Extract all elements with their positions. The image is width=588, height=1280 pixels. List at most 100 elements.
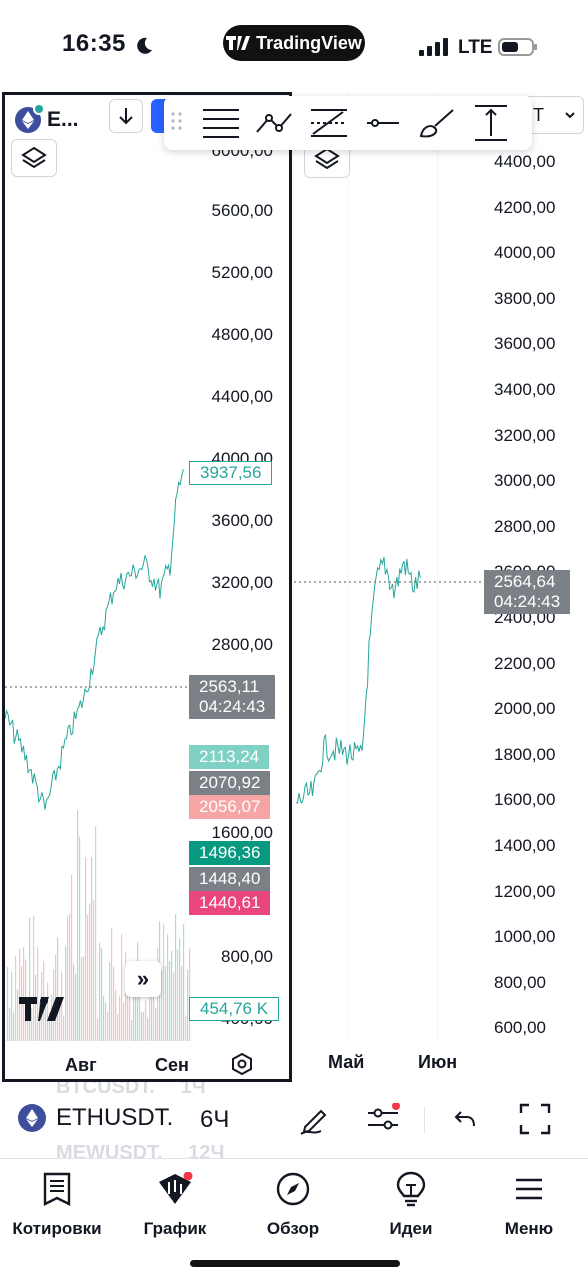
volume-bar (57, 937, 59, 1041)
nav-item-menu[interactable]: Меню (474, 1169, 584, 1239)
drawing-tools-button[interactable] (298, 1102, 332, 1136)
next-interval-label: 12Ч (188, 1142, 225, 1158)
left-price-label: 2800,00 (211, 635, 273, 654)
volume-bar (109, 961, 111, 1041)
measure-icon (475, 105, 507, 141)
volume-bar (99, 943, 101, 1041)
left-symbol-label: E... (47, 108, 79, 131)
left-last-price: 2563,11 (199, 677, 260, 696)
fib-tool-button[interactable] (302, 98, 356, 148)
favorites-tool-button[interactable] (194, 98, 248, 148)
volume-bar (139, 991, 141, 1041)
volume-bar (189, 948, 191, 1041)
moon-icon (137, 37, 152, 54)
prev-interval-label: 1Ч (180, 1082, 206, 1098)
right-price-label: 3600,00 (494, 334, 556, 354)
right-last-price: 2564,64 (494, 572, 556, 591)
status-time: 16:35 (62, 30, 126, 57)
right-price-label: 600,00 (494, 1018, 546, 1038)
volume-bar (23, 947, 25, 1041)
volume-bar (185, 1015, 187, 1041)
nav-item-explore[interactable]: Обзор (238, 1169, 348, 1239)
interval-selector[interactable]: 6Ч (200, 1106, 230, 1133)
volume-bar (79, 836, 81, 1041)
volume-bar (173, 972, 175, 1041)
volume-bar (93, 900, 95, 1041)
volume-bar (85, 857, 87, 1041)
left-time-label-2: Сен (155, 1055, 189, 1075)
nav-item-ideas[interactable]: Идеи (356, 1169, 466, 1239)
toolbar-divider (424, 1106, 425, 1134)
volume-bar (165, 966, 167, 1041)
tradingview-pill[interactable]: TradingView (223, 25, 365, 61)
volume-bar (115, 990, 117, 1041)
volume-bar (77, 810, 79, 1041)
chart-settings-icon[interactable] (231, 1053, 253, 1075)
volume-bar (113, 966, 115, 1041)
symbol-selector[interactable]: ETHUSDT. (18, 1104, 173, 1132)
left-price-label: 1600,00 (211, 823, 273, 842)
volume-bar (183, 923, 185, 1041)
double-chevron-right-icon: » (136, 966, 150, 991)
left-chart-pane[interactable]: E... 6000,00 5600,00 5200,00 4800,00 4400,0… (2, 92, 292, 1082)
right-price-label: 3400,00 (494, 380, 556, 399)
left-layers-button[interactable] (11, 139, 57, 177)
left-price-label: 4400,00 (211, 387, 273, 406)
undo-button[interactable] (448, 1102, 482, 1136)
brush-tool-button[interactable] (410, 98, 464, 148)
volume-bar (129, 968, 131, 1041)
nav-item-watchlist[interactable]: Котировки (2, 1169, 112, 1239)
level-tag-3: 2056,07 (189, 795, 271, 819)
exchange-badge-icon (33, 103, 45, 115)
left-current-price-tag: 3937,56 (189, 461, 273, 485)
right-price-label: 4400,00 (494, 152, 556, 171)
volume-bar (111, 928, 113, 1041)
lightbulb-icon (396, 1171, 426, 1207)
right-chart-canvas[interactable] (294, 92, 588, 1082)
chevron-down-icon (565, 112, 575, 119)
volume-bar (117, 1013, 119, 1041)
volume-bar (121, 934, 123, 1041)
right-price-label: 2200,00 (494, 653, 556, 673)
nav-item-chart[interactable]: График (120, 1169, 230, 1239)
right-symbol-button[interactable]: T (524, 96, 584, 134)
volume-bar (65, 946, 67, 1041)
volume-bar (151, 961, 153, 1041)
undo-icon (454, 1111, 475, 1127)
trend-line-tool-button[interactable] (248, 98, 302, 148)
menu-icon (516, 1178, 542, 1200)
left-price-label: 5200,00 (211, 263, 273, 282)
volume-bar (187, 969, 189, 1041)
volume-bar (149, 972, 151, 1041)
left-last-price-tag: 2563,11 04:24:43 (189, 675, 276, 719)
volume-bar (175, 913, 177, 1041)
next-symbol-ghost: MEWUSDT. 12Ч (56, 1142, 225, 1158)
volume-bar (161, 970, 163, 1041)
right-price-label: 3000,00 (494, 471, 556, 491)
layers-icon (21, 146, 47, 169)
measure-tool-button[interactable] (464, 98, 518, 148)
volume-bar (155, 1007, 157, 1041)
volume-bar (171, 951, 173, 1041)
scroll-to-latest-button[interactable]: » (125, 961, 161, 997)
volume-bar (147, 1017, 149, 1041)
sort-down-button[interactable] (109, 99, 143, 133)
left-chart-canvas[interactable] (5, 95, 289, 1079)
right-price-label: 2800,00 (494, 516, 556, 536)
horizontal-line-tool-button[interactable] (356, 98, 410, 148)
left-symbol-badge[interactable]: E... (15, 103, 79, 133)
level-tag-4: 1496,36 (189, 841, 271, 865)
fullscreen-button[interactable] (518, 1102, 552, 1136)
right-chart-pane[interactable]: T 4400,00 4200,00 4000,00 3800,00 3600,00 340… (294, 92, 588, 1082)
indicators-button[interactable] (366, 1102, 400, 1136)
right-price-label: 1600,00 (494, 790, 556, 810)
volume-bar (181, 965, 183, 1041)
home-indicator[interactable] (190, 1260, 400, 1267)
arrow-down-icon (119, 108, 133, 125)
volume-bar (101, 948, 103, 1041)
brush-icon (419, 109, 454, 138)
volume-tag: 454,76 K (189, 997, 280, 1021)
left-countdown: 04:24:43 (199, 697, 266, 716)
drag-handle[interactable] (170, 111, 194, 136)
volume-bar (107, 1012, 109, 1041)
